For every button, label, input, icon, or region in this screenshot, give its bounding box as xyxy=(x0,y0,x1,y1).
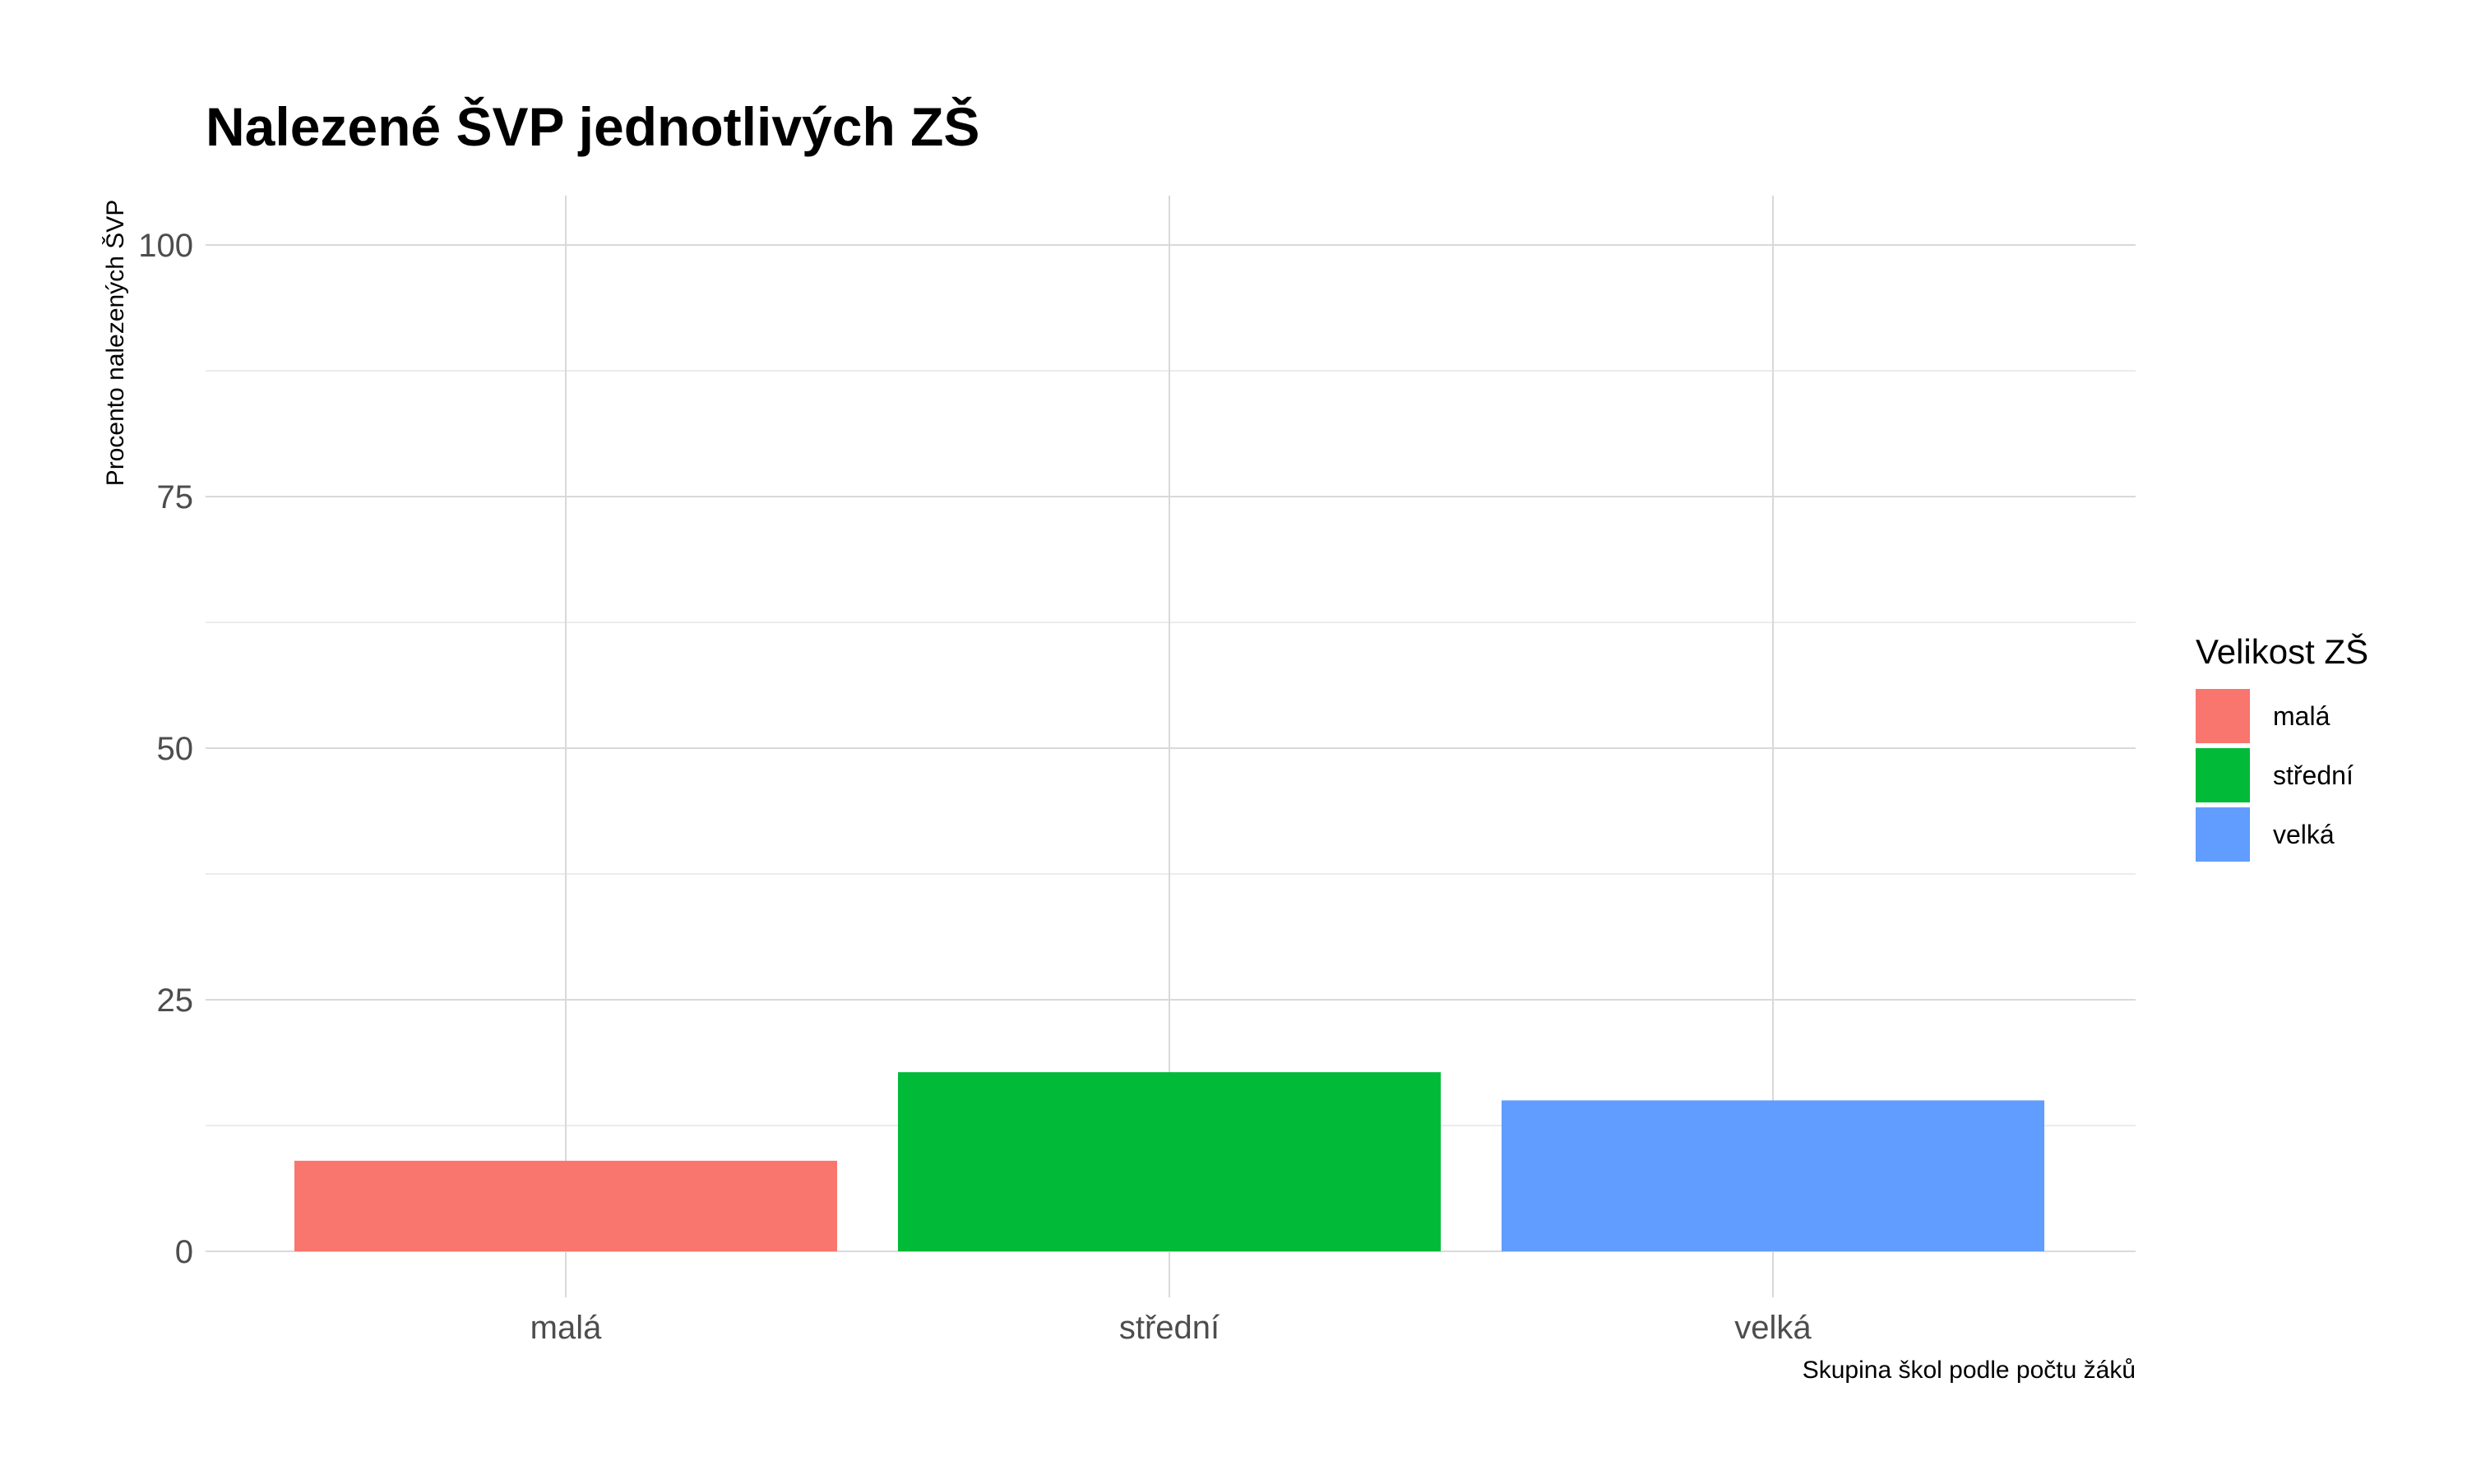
legend-key-1 xyxy=(2196,689,2250,743)
bar-1 xyxy=(294,1160,837,1251)
x-tick-labels: malá střední velká xyxy=(530,1310,1812,1346)
y-tick-label: 100 xyxy=(138,228,193,264)
x-tick-label: střední xyxy=(1119,1310,1220,1346)
y-tick-label: 50 xyxy=(157,731,194,767)
legend-items: malá střední velká xyxy=(2196,689,2354,862)
legend-title: Velikost ZŠ xyxy=(2196,632,2368,671)
chart-title: Nalezené ŠVP jednotlivých ZŠ xyxy=(206,96,979,157)
x-axis-title: Skupina škol podle počtu žáků xyxy=(1803,1357,2136,1384)
y-tick-label: 25 xyxy=(157,982,194,1019)
bar-2 xyxy=(898,1072,1441,1251)
y-axis-title: Procento nalezených ŠVP xyxy=(101,200,129,487)
bars xyxy=(294,1072,2044,1251)
legend-label: velká xyxy=(2273,820,2335,849)
x-tick-label: velká xyxy=(1734,1310,1812,1346)
y-tick-label: 75 xyxy=(157,479,194,515)
legend-key-2 xyxy=(2196,748,2250,802)
y-tick-labels: 0 25 50 75 100 xyxy=(138,228,193,1270)
bar-3 xyxy=(1502,1100,2044,1251)
x-tick-label: malá xyxy=(530,1310,602,1346)
legend-label: střední xyxy=(2273,760,2354,790)
legend: Velikost ZŠ malá střední velká xyxy=(2196,632,2368,862)
legend-label: malá xyxy=(2273,701,2330,731)
y-tick-label: 0 xyxy=(175,1234,193,1270)
legend-key-3 xyxy=(2196,807,2250,862)
